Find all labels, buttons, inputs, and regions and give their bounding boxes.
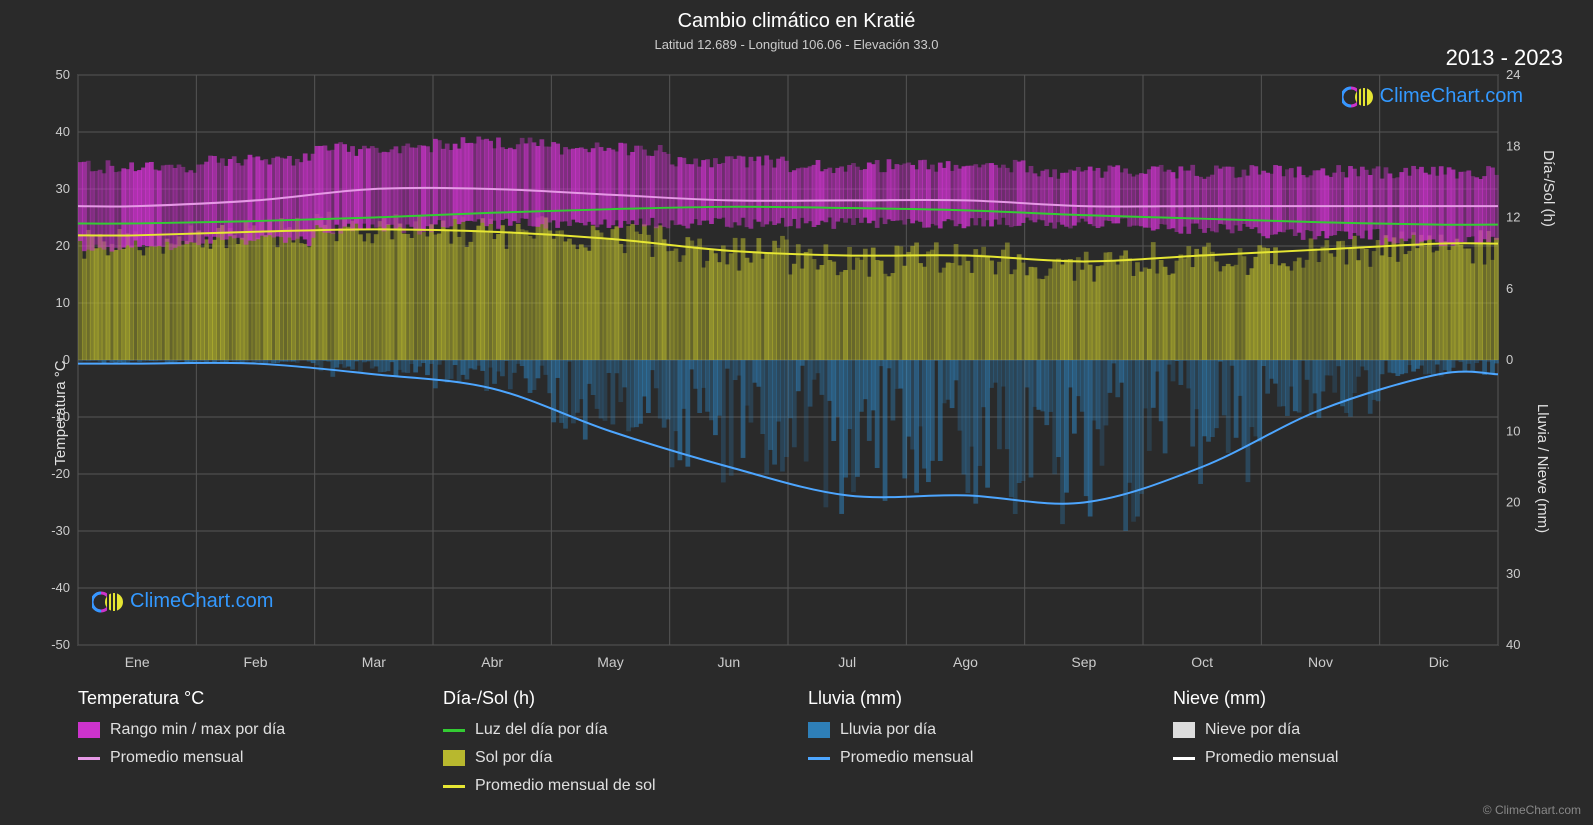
svg-text:30: 30 <box>56 181 70 196</box>
svg-text:24: 24 <box>1506 70 1520 82</box>
svg-text:May: May <box>597 654 623 670</box>
legend-label: Promedio mensual <box>840 749 973 767</box>
legend-label: Nieve por día <box>1205 721 1300 739</box>
legend-label: Promedio mensual <box>1205 749 1338 767</box>
legend-label: Sol por día <box>475 749 552 767</box>
legend-label: Promedio mensual de sol <box>475 777 656 795</box>
svg-text:Oct: Oct <box>1191 654 1213 670</box>
legend-line <box>808 757 830 760</box>
legend-line <box>443 729 465 732</box>
svg-text:10: 10 <box>56 295 70 310</box>
legend-line <box>78 757 100 760</box>
legend-item: Sol por día <box>443 749 768 767</box>
svg-text:Abr: Abr <box>481 654 503 670</box>
svg-text:18: 18 <box>1506 138 1520 153</box>
svg-text:6: 6 <box>1506 281 1513 296</box>
svg-text:Jun: Jun <box>718 654 741 670</box>
legend-item: Promedio mensual <box>1173 749 1498 767</box>
legend-item: Lluvia por día <box>808 721 1133 739</box>
plot-area: -50-40-30-20-100102030405006121824102030… <box>78 75 1498 645</box>
legend-line <box>1173 757 1195 760</box>
svg-text:Sep: Sep <box>1071 654 1096 670</box>
svg-text:0: 0 <box>1506 352 1513 367</box>
svg-text:Mar: Mar <box>362 654 386 670</box>
svg-text:10: 10 <box>1506 423 1520 438</box>
svg-text:-10: -10 <box>51 409 70 424</box>
legend-group-snow: Nieve (mm) Nieve por día Promedio mensual <box>1173 688 1498 805</box>
svg-text:Ago: Ago <box>953 654 978 670</box>
legend-line <box>443 785 465 788</box>
legend-label: Lluvia por día <box>840 721 936 739</box>
svg-text:50: 50 <box>56 70 70 82</box>
svg-text:Nov: Nov <box>1308 654 1333 670</box>
svg-text:-20: -20 <box>51 466 70 481</box>
watermark-bottom: ClimeChart.com <box>92 590 273 613</box>
legend-label: Promedio mensual <box>110 749 243 767</box>
svg-text:-40: -40 <box>51 580 70 595</box>
chart-title: Cambio climático en Kratié <box>0 0 1593 33</box>
legend-item: Promedio mensual <box>808 749 1133 767</box>
legend-swatch <box>808 722 830 738</box>
svg-text:20: 20 <box>56 238 70 253</box>
watermark-top: ClimeChart.com <box>1342 85 1523 108</box>
legend-title: Lluvia (mm) <box>808 688 1133 709</box>
svg-text:40: 40 <box>1506 637 1520 652</box>
svg-text:30: 30 <box>1506 566 1520 581</box>
legend-title: Nieve (mm) <box>1173 688 1498 709</box>
legend-item: Promedio mensual <box>78 749 403 767</box>
legend-group-rain: Lluvia (mm) Lluvia por día Promedio mensu… <box>808 688 1133 805</box>
year-range: 2013 - 2023 <box>1446 45 1563 71</box>
watermark-text: ClimeChart.com <box>130 590 273 613</box>
svg-text:Feb: Feb <box>243 654 267 670</box>
plot-svg: -50 -40 -30 -20 -10 0 10 20 30 40 50 0 6 12 18 24 10 20 30… <box>33 70 1543 675</box>
copyright: © ClimeChart.com <box>1483 803 1581 817</box>
watermark-text: ClimeChart.com <box>1380 85 1523 108</box>
svg-text:0: 0 <box>63 352 70 367</box>
legend-item: Promedio mensual de sol <box>443 777 768 795</box>
svg-text:-30: -30 <box>51 523 70 538</box>
legend-label: Rango min / max por día <box>110 721 285 739</box>
legend-group-temp: Temperatura °C Rango min / max por día Pr… <box>78 688 403 805</box>
legend-swatch <box>443 750 465 766</box>
svg-text:Dic: Dic <box>1429 654 1449 670</box>
legend-label: Luz del día por día <box>475 721 608 739</box>
svg-text:12: 12 <box>1506 210 1520 225</box>
legend-area: Temperatura °C Rango min / max por día Pr… <box>78 688 1498 805</box>
legend-swatch <box>1173 722 1195 738</box>
svg-text:Ene: Ene <box>125 654 150 670</box>
climate-chart: Cambio climático en Kratié Latitud 12.68… <box>0 0 1593 825</box>
svg-text:-50: -50 <box>51 637 70 652</box>
svg-text:20: 20 <box>1506 495 1520 510</box>
svg-text:40: 40 <box>56 124 70 139</box>
legend-title: Temperatura °C <box>78 688 403 709</box>
legend-swatch <box>78 722 100 738</box>
logo-icon <box>92 591 124 613</box>
legend-item: Rango min / max por día <box>78 721 403 739</box>
legend-item: Luz del día por día <box>443 721 768 739</box>
logo-icon <box>1342 86 1374 108</box>
legend-title: Día-/Sol (h) <box>443 688 768 709</box>
svg-text:Jul: Jul <box>838 654 856 670</box>
legend-item: Nieve por día <box>1173 721 1498 739</box>
chart-subtitle: Latitud 12.689 - Longitud 106.06 - Eleva… <box>0 33 1593 52</box>
legend-group-sun: Día-/Sol (h) Luz del día por día Sol por … <box>443 688 768 805</box>
